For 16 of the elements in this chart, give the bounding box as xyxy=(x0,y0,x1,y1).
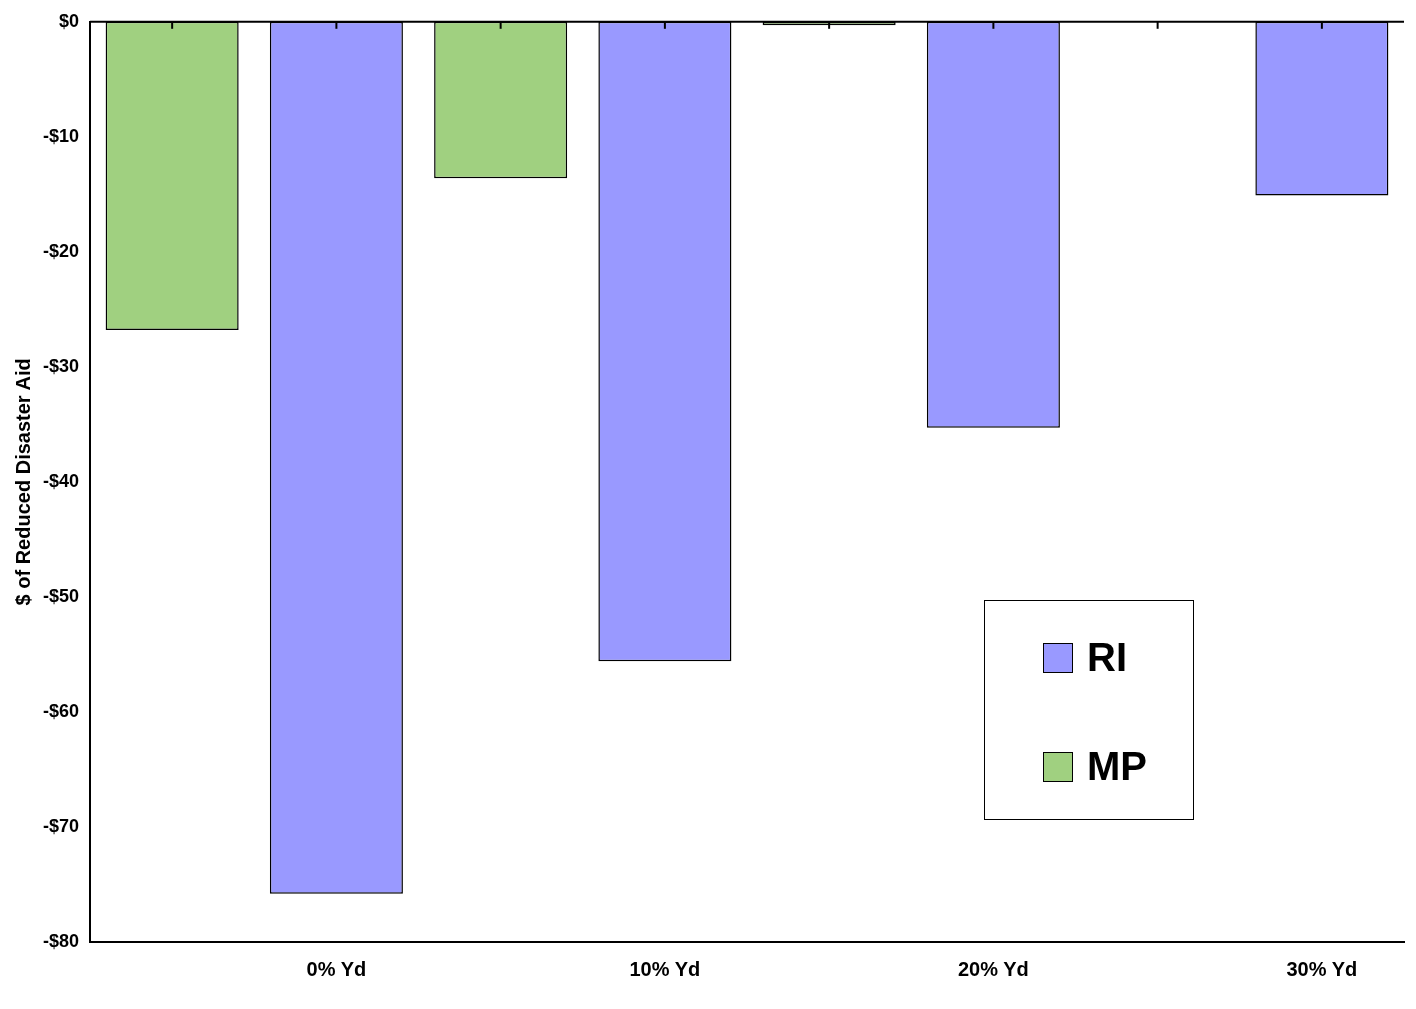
y-tick-label: -$70 xyxy=(43,815,80,836)
y-tick-label: -$80 xyxy=(43,930,80,951)
y-tick-label: -$40 xyxy=(43,470,80,491)
y-tick-label: -$20 xyxy=(43,240,80,261)
x-tick-label: 20% Yd xyxy=(957,957,1029,980)
legend-label: RI xyxy=(1087,635,1127,680)
y-tick-label: $0 xyxy=(59,10,80,31)
y-axis-title: $ of Reduced Disaster Aid xyxy=(11,358,34,606)
y-tick-label: -$60 xyxy=(43,700,80,721)
x-tick-label: 0% Yd xyxy=(306,957,367,980)
x-tick-label: 30% Yd xyxy=(1286,957,1358,980)
y-tick-label: -$30 xyxy=(43,355,80,376)
x-tick-label: 10% Yd xyxy=(629,957,701,980)
y-tick-label: -$10 xyxy=(43,125,80,146)
legend-label: MP xyxy=(1087,744,1147,789)
y-tick-label: -$50 xyxy=(43,585,80,606)
